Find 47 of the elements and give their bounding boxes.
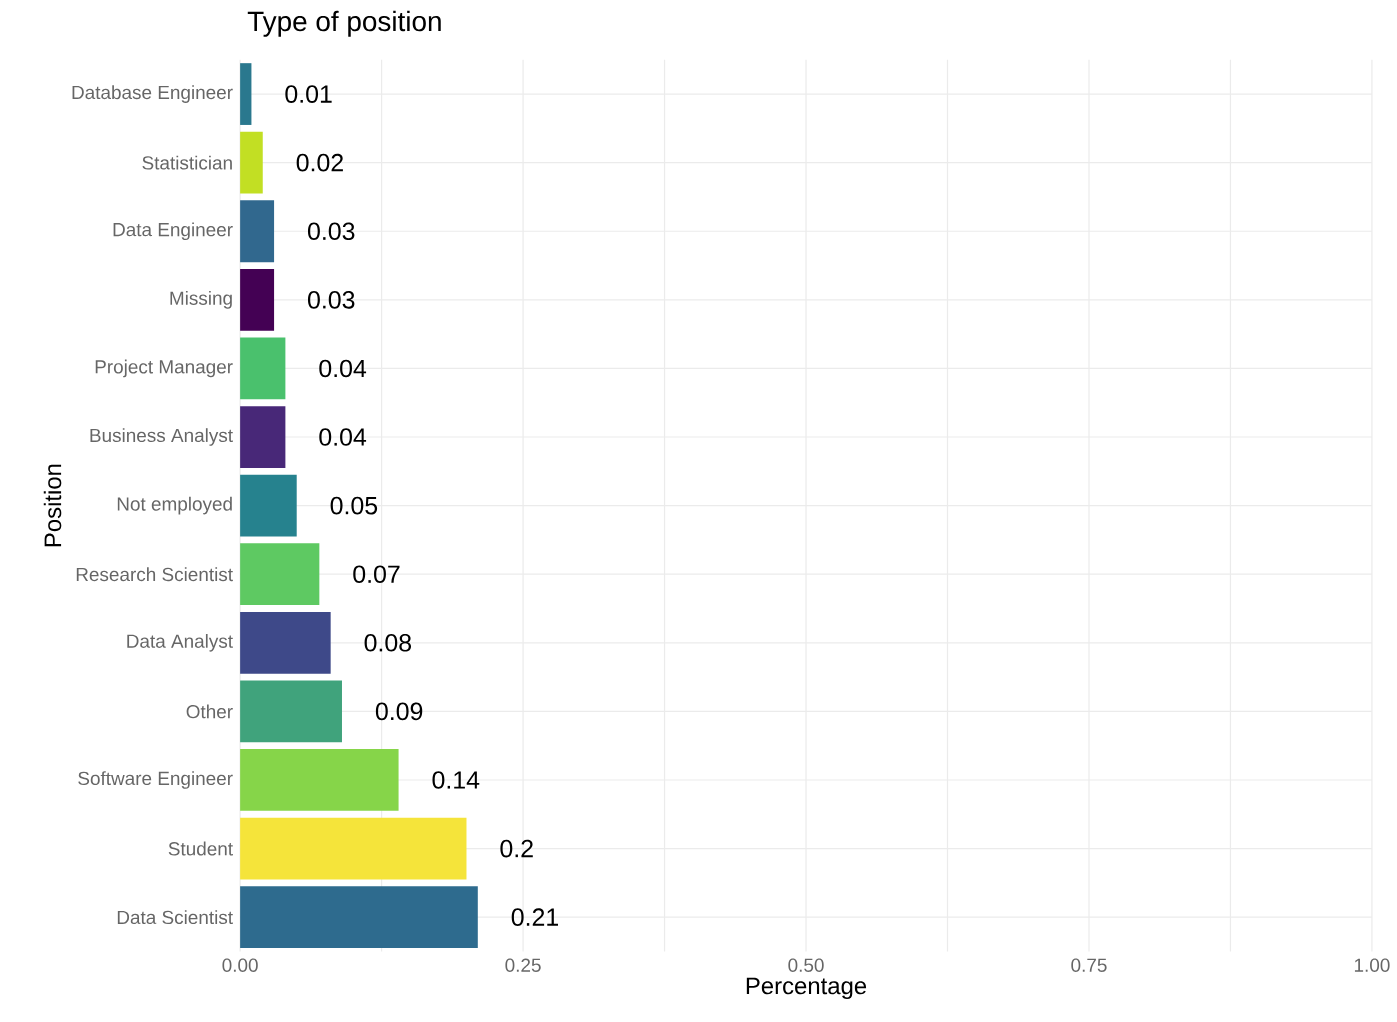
bar — [240, 680, 342, 743]
data-label: 0.21 — [511, 908, 558, 926]
y-tick-label: Research Scientist — [76, 567, 233, 582]
bar — [240, 611, 331, 674]
bar — [240, 63, 252, 125]
y-tick-label: Data Scientist — [117, 910, 233, 925]
data-label: 0.07 — [353, 565, 400, 583]
data-label: 0.03 — [307, 290, 355, 309]
y-tick-label: Project Manager — [95, 359, 233, 378]
y-tick-label: Business Analyst — [90, 428, 233, 446]
bar — [240, 749, 399, 811]
bar — [240, 474, 297, 537]
bar — [240, 543, 320, 605]
data-label: 0.01 — [285, 85, 332, 103]
y-tick-label: Missing — [170, 290, 232, 309]
data-label: 0.09 — [375, 702, 423, 721]
x-tick-label: 0.00 — [222, 958, 258, 972]
data-label: 0.05 — [330, 496, 378, 515]
y-tick-label: Data Engineer — [113, 222, 233, 240]
x-tick-label: 0.50 — [788, 958, 824, 972]
bar — [240, 131, 263, 194]
y-tick-label: Data Analyst — [127, 633, 233, 652]
bar — [240, 817, 467, 880]
data-label: 0.02 — [296, 153, 343, 172]
data-label: 0.14 — [432, 771, 480, 789]
data-label: 0.2 — [500, 839, 533, 858]
data-label: 0.08 — [364, 633, 412, 652]
y-tick-label: Student — [168, 841, 233, 856]
bar — [240, 406, 286, 468]
bar — [240, 268, 275, 331]
chart-title: Type of position — [247, 10, 441, 37]
x-tick-label: 0.75 — [1071, 958, 1107, 972]
y-tick-label: Not employed — [117, 496, 232, 515]
data-label: 0.04 — [319, 428, 367, 446]
y-tick-label: Software Engineer — [78, 771, 233, 789]
x-axis-title: Percentage — [746, 977, 867, 999]
bar — [240, 886, 478, 948]
y-axis-title: Position — [43, 464, 62, 547]
y-tick-label: Database Engineer — [72, 85, 233, 103]
y-tick-label: Statistician — [142, 155, 232, 170]
y-tick-label: Other — [186, 704, 233, 719]
data-label: 0.03 — [307, 222, 355, 240]
x-tick-label: 0.25 — [505, 958, 541, 972]
data-label: 0.04 — [319, 359, 367, 378]
bar — [240, 200, 275, 263]
x-tick-label: 1.00 — [1354, 958, 1390, 972]
bar — [240, 337, 286, 400]
